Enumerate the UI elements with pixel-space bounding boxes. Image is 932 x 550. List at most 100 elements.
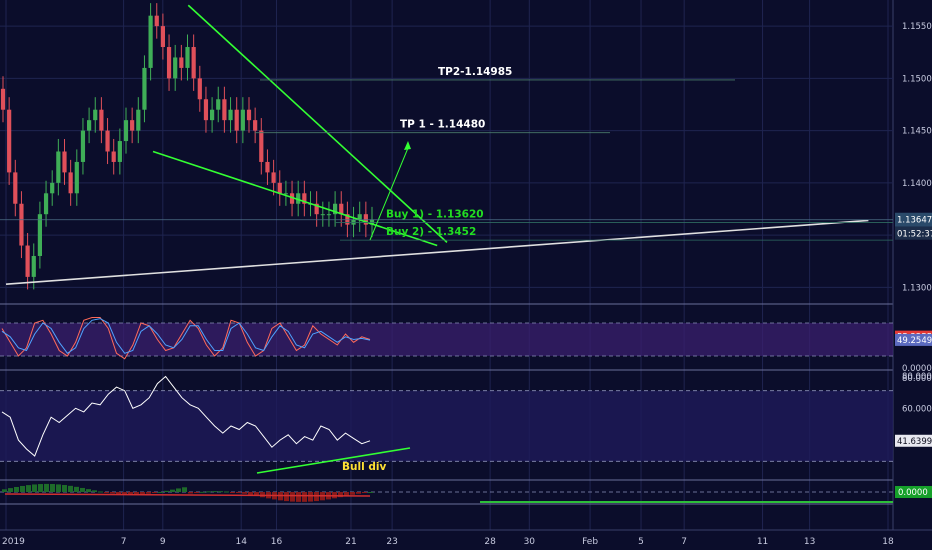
time-tick-label: 7: [681, 537, 687, 547]
last-price-label: 1.13647: [897, 216, 932, 226]
bull-divergence-line: [256, 447, 411, 474]
time-tick-label: 13: [804, 537, 815, 547]
bull-divergence-label: Bull div: [342, 461, 386, 473]
candle-body: [130, 120, 135, 131]
candle-body: [19, 203, 24, 246]
histogram-bar: [74, 486, 79, 492]
time-tick-label: 18: [882, 537, 894, 547]
candle-body: [320, 214, 325, 216]
histogram-bar: [62, 485, 67, 492]
candle-body: [369, 219, 375, 225]
rsi-tick-label: 60.0000: [902, 404, 932, 414]
stochastic-tick-label: 80.0000: [902, 372, 932, 382]
time-tick-label: 28: [484, 537, 496, 547]
histogram-bar: [242, 492, 247, 494]
price-tick-label: 1.14500: [902, 127, 932, 137]
histogram-bar: [254, 492, 259, 497]
candle-body: [142, 67, 147, 110]
candle-body: [25, 245, 30, 277]
histogram-bar: [188, 492, 193, 494]
candle-body: [173, 57, 178, 79]
stochastic-series-line: [1, 318, 371, 354]
rsi-value-label: 41.6399: [897, 437, 932, 447]
histogram-bar: [296, 492, 301, 502]
rsi-tick-label: 80.0000: [902, 374, 932, 384]
candle-body: [185, 47, 190, 68]
candle-body: [56, 151, 61, 183]
histogram-bar: [158, 491, 163, 493]
candle-body: [197, 78, 202, 100]
time-tick-label: 16: [271, 537, 283, 547]
stochastic-band: [0, 323, 893, 356]
candle-body: [246, 109, 252, 121]
candle-body: [191, 47, 196, 79]
histogram-bar: [224, 491, 229, 493]
candle-body: [271, 172, 276, 183]
time-tick-label: 30: [524, 537, 536, 547]
level-annotation: TP 1 - 1.14480: [400, 119, 485, 131]
price-tick-label: 1.14000: [902, 179, 932, 189]
candle-body: [277, 182, 282, 194]
candle-body: [0, 88, 6, 110]
histogram-bar: [2, 489, 7, 492]
candle-body: [203, 99, 209, 121]
candle-body: [37, 214, 42, 256]
countdown-badge: [895, 226, 932, 240]
histogram-bar: [38, 484, 43, 492]
level-annotation: Buy 1) - 1.13620: [386, 209, 484, 221]
histogram-bar: [206, 491, 211, 493]
histogram-bar: [284, 492, 289, 502]
candle-body: [289, 193, 295, 204]
histogram-bar: [290, 492, 295, 502]
histogram-bar: [170, 489, 175, 492]
candle-body: [74, 161, 79, 194]
histogram-bar: [44, 483, 49, 492]
candle-body: [351, 219, 356, 225]
price-tick-label: 1.13000: [902, 283, 932, 293]
histogram-bar: [80, 487, 85, 492]
projection-arrow: [369, 147, 409, 241]
candle-body: [7, 109, 12, 173]
histogram-bar: [152, 492, 157, 493]
candle-body: [253, 120, 258, 131]
histogram-bar: [176, 488, 181, 492]
candle-body: [93, 109, 98, 121]
time-tick-label: 5: [638, 537, 644, 547]
candle-body: [87, 120, 92, 131]
histogram-bar: [86, 489, 91, 492]
histogram-bar: [182, 487, 187, 492]
candle-body: [148, 15, 153, 68]
axis-labels: 1.155001.150001.145001.140001.135001.130…: [2, 22, 932, 547]
stochastic-series-line: [1, 317, 371, 360]
candle-body: [222, 99, 227, 121]
histogram-bar: [56, 484, 61, 492]
time-tick-label: 14: [235, 537, 247, 547]
time-tick-label: 2019: [2, 537, 25, 547]
histogram-bar: [50, 484, 55, 492]
candle-body: [111, 151, 116, 162]
candle-body: [123, 120, 129, 142]
histogram-bar: [32, 484, 37, 492]
countdown-label: 01:52:37: [897, 230, 932, 240]
time-tick-label: 7: [121, 537, 127, 547]
histogram-bar: [194, 492, 199, 493]
candle-body: [339, 203, 344, 215]
chart-overlays: TP2-1.14985 TP 1 - 1.14480 Buy 1) - 1.1362…: [0, 4, 893, 474]
histogram-bar: [350, 492, 355, 495]
histogram-bar: [230, 492, 235, 493]
histogram-tick-label: 0.0000: [898, 488, 928, 498]
histogram-bar: [236, 492, 241, 493]
price-tick-label: 1.15000: [902, 74, 932, 84]
candle-body: [80, 130, 86, 162]
candle-body: [117, 141, 122, 162]
histogram-bar: [122, 492, 127, 495]
histogram-bar: [302, 492, 307, 502]
histogram-bar: [344, 492, 349, 496]
histogram-bar: [134, 492, 139, 495]
candle-body: [136, 109, 141, 131]
histogram-bar: [212, 491, 217, 493]
histogram-bar: [116, 492, 121, 495]
candle-body: [326, 214, 332, 216]
rsi-value-badge: [895, 434, 932, 447]
